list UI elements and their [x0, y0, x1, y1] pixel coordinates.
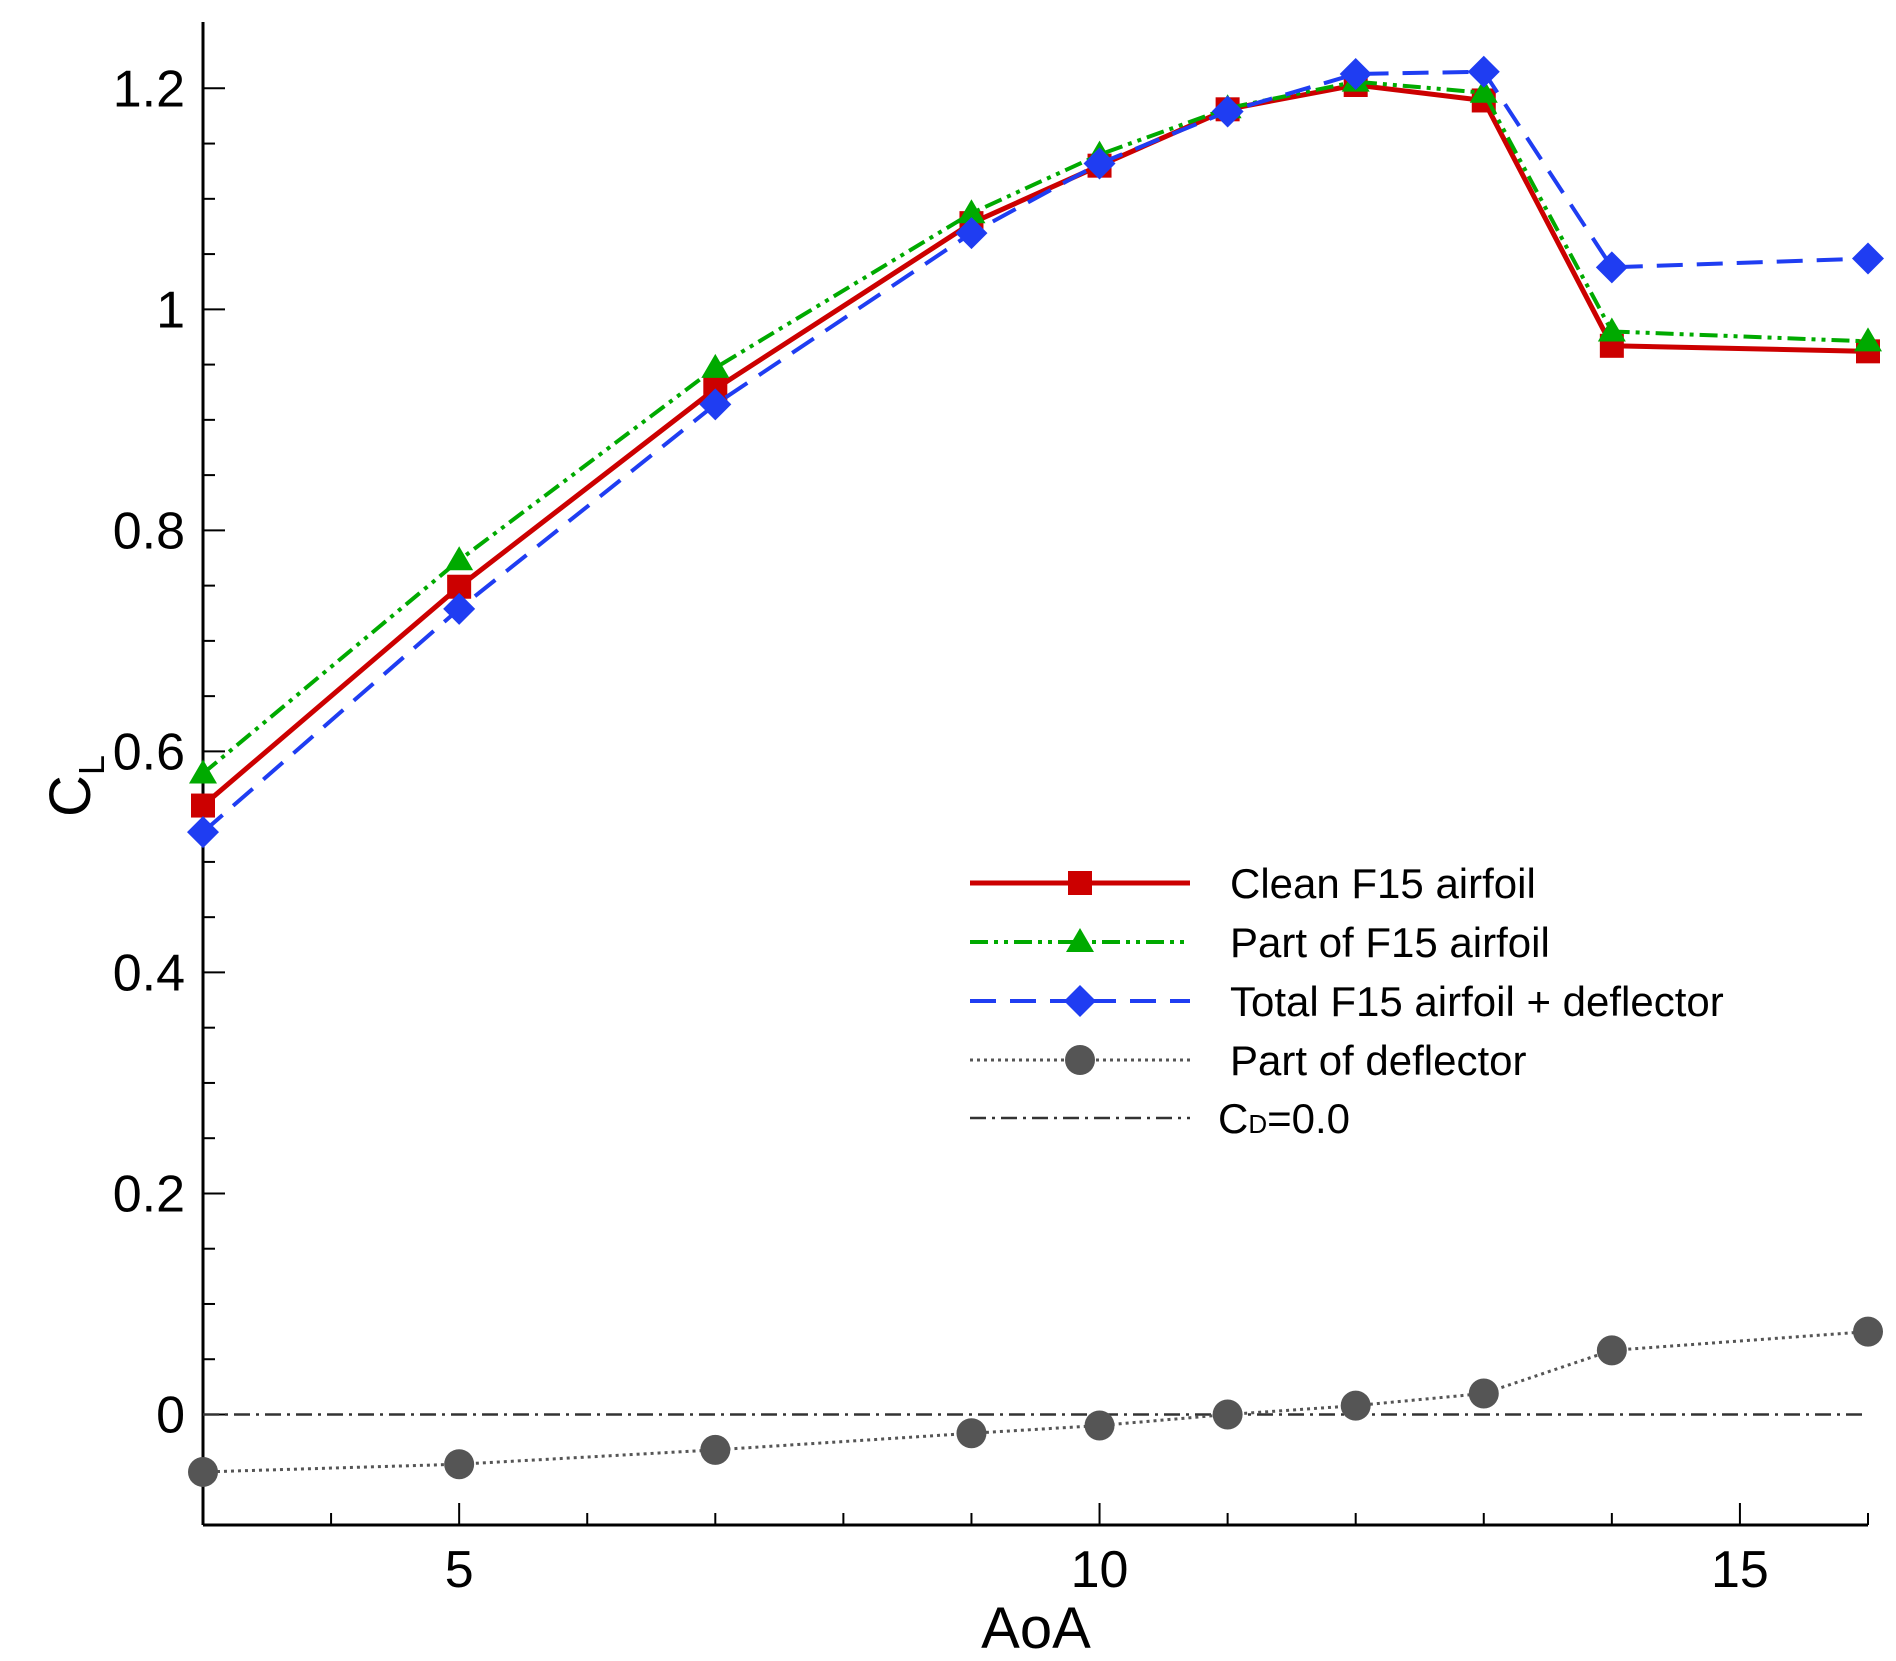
axis-titles: AoA CL — [38, 755, 1091, 1661]
data-point-diamond — [1211, 95, 1244, 128]
y-tick-label: 0.6 — [113, 723, 185, 781]
series-2 — [187, 55, 1884, 849]
data-point-circle — [1340, 1390, 1371, 1421]
data-point-triangle — [1597, 317, 1626, 342]
data-point-diamond — [955, 217, 988, 250]
y-tick-label: 0.8 — [113, 502, 185, 560]
series-1 — [189, 67, 1882, 784]
y-axis-title-main: C — [38, 775, 103, 817]
axes: 0 0.2 0.4 0.6 0.8 1 1.2 5 10 15 — [113, 22, 1869, 1599]
y-tick-label: 0.2 — [113, 1165, 185, 1223]
data-point-circle — [1212, 1399, 1243, 1430]
x-tick-label: 10 — [1071, 1541, 1129, 1599]
data-point-diamond — [1083, 147, 1116, 180]
data-point-triangle — [1469, 78, 1498, 103]
legend-cd-main: C — [1218, 1095, 1248, 1142]
data-point-circle — [1596, 1335, 1627, 1366]
legend-cd-sub: D — [1248, 1109, 1267, 1139]
series-3 — [188, 1316, 1883, 1487]
series-layer — [187, 55, 1884, 1487]
legend-entry-deflector: Part of deflector — [970, 1037, 1526, 1084]
x-tick-label: 15 — [1711, 1541, 1769, 1599]
data-point-circle — [188, 1456, 218, 1487]
y-tick-label: 1.2 — [113, 60, 185, 118]
y-axis-title-sub: L — [71, 755, 112, 775]
y-tick-label: 0 — [156, 1386, 185, 1444]
series-line — [201, 82, 1869, 808]
data-point-diamond — [1595, 251, 1628, 284]
data-point-triangle — [701, 353, 730, 378]
y-tick-label: 1 — [156, 281, 185, 339]
data-point-circle — [1853, 1316, 1883, 1347]
series-line — [201, 69, 1869, 834]
data-point-triangle — [189, 759, 217, 784]
legend-label-total: Total F15 airfoil + deflector — [1230, 978, 1724, 1025]
legend-marker-part-airfoil — [1066, 928, 1094, 952]
legend-label-deflector: Part of deflector — [1230, 1037, 1526, 1084]
data-point-circle — [1084, 1410, 1115, 1441]
data-point-triangle — [957, 199, 986, 224]
data-point-triangle — [1854, 327, 1882, 352]
data-point-circle — [1468, 1378, 1499, 1409]
data-point-diamond — [1852, 242, 1884, 275]
legend: Clean F15 airfoil Part of F15 airfoil To… — [970, 860, 1724, 1142]
data-point-diamond — [187, 816, 219, 849]
legend-cd-rest: =0.0 — [1267, 1095, 1350, 1142]
y-axis-title: CL — [38, 755, 112, 817]
legend-entry-cd-zero: CD=0.0 — [970, 1095, 1350, 1142]
data-point-triangle — [445, 546, 474, 571]
x-ticks: 5 10 15 — [202, 1503, 1869, 1599]
data-point-diamond — [443, 592, 476, 625]
y-ticks: 0 0.2 0.4 0.6 0.8 1 1.2 — [113, 60, 225, 1471]
legend-marker-total — [1064, 985, 1096, 1017]
legend-entry-total: Total F15 airfoil + deflector — [970, 978, 1724, 1025]
legend-marker-clean — [1068, 871, 1092, 895]
data-point-circle — [956, 1418, 987, 1449]
data-point-circle — [700, 1434, 731, 1465]
legend-entry-clean: Clean F15 airfoil — [970, 860, 1536, 907]
data-point-square — [191, 793, 215, 818]
legend-marker-deflector — [1065, 1045, 1095, 1075]
legend-entry-part-airfoil: Part of F15 airfoil — [970, 919, 1550, 966]
series-line — [201, 79, 1869, 776]
data-point-diamond — [1339, 57, 1372, 90]
legend-label-part-airfoil: Part of F15 airfoil — [1230, 919, 1550, 966]
x-axis-title: AoA — [981, 1596, 1091, 1661]
svg-text:CL: CL — [38, 755, 112, 817]
legend-label-cd-zero: CD=0.0 — [1218, 1095, 1350, 1142]
x-tick-label: 5 — [445, 1541, 474, 1599]
data-point-circle — [444, 1449, 475, 1480]
data-point-diamond — [699, 388, 732, 421]
y-tick-label: 0.4 — [113, 944, 185, 1002]
data-point-diamond — [1467, 55, 1500, 88]
legend-label-clean: Clean F15 airfoil — [1230, 860, 1536, 907]
